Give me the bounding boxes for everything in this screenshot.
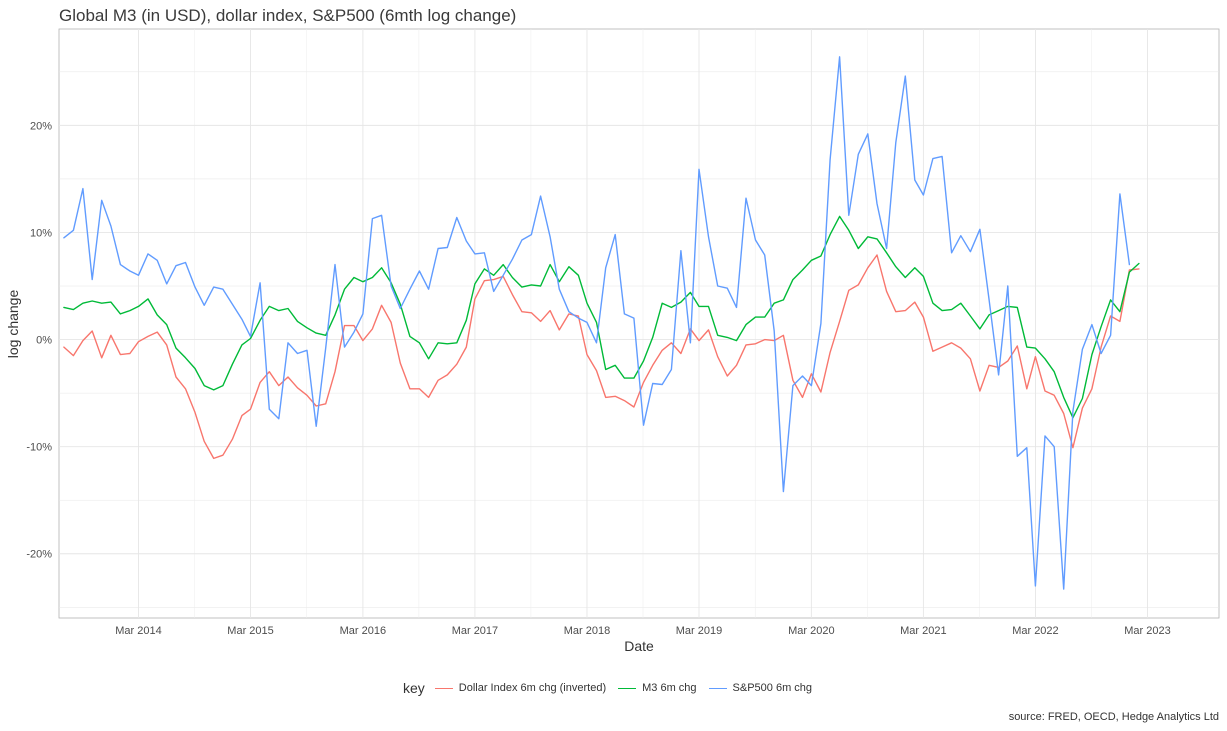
- legend-item-dollar-index: Dollar Index 6m chg (inverted): [434, 682, 607, 694]
- legend: key Dollar Index 6m chg (inverted) M3 6m…: [0, 678, 1227, 698]
- y-axis-label: log change: [5, 290, 21, 359]
- x-tick-label: Mar 2018: [564, 625, 610, 637]
- series-line-m3: [63, 215, 1140, 419]
- chart-title: Global M3 (in USD), dollar index, S&P500…: [59, 6, 517, 25]
- y-axis: -20% -10% 0% 10% 20%: [26, 120, 52, 560]
- series-line-sp500: [63, 56, 1131, 590]
- x-axis: Mar 2014 Mar 2015 Mar 2016 Mar 2017 Mar 2018…: [115, 625, 1170, 637]
- x-tick-label: Mar 2014: [115, 625, 161, 637]
- x-tick-label: Mar 2022: [1012, 625, 1058, 637]
- x-axis-label: Date: [624, 638, 654, 654]
- legend-label-m3: M3 6m chg: [642, 682, 697, 694]
- plot-panel: [58, 28, 1220, 619]
- legend-title: key: [402, 680, 425, 696]
- y-tick-label: 0%: [36, 335, 52, 347]
- y-tick-label: -20%: [26, 549, 52, 561]
- source-note: source: FRED, OECD, Hedge Analytics Ltd: [1008, 711, 1219, 723]
- x-tick-label: Mar 2023: [1124, 625, 1170, 637]
- y-tick-label: 10%: [30, 227, 52, 239]
- x-tick-label: Mar 2016: [340, 625, 386, 637]
- series-layer: [63, 56, 1140, 590]
- series-line-dollar-index: [63, 254, 1140, 460]
- y-tick-label: -10%: [26, 442, 52, 454]
- x-tick-label: Mar 2019: [676, 625, 722, 637]
- legend-label-dollar-index: Dollar Index 6m chg (inverted): [458, 682, 607, 694]
- legend-swatch-sp500: [708, 687, 727, 689]
- x-tick-label: Mar 2020: [788, 625, 834, 637]
- legend-label-sp500: S&P500 6m chg: [732, 682, 813, 694]
- x-tick-label: Mar 2021: [900, 625, 946, 637]
- grid-minor: [59, 29, 1219, 618]
- legend-item-m3: M3 6m chg: [618, 682, 697, 694]
- legend-item-sp500: S&P500 6m chg: [708, 682, 813, 694]
- legend-swatch-dollar-index: [434, 687, 453, 689]
- x-tick-label: Mar 2017: [452, 625, 498, 637]
- y-tick-label: 20%: [30, 120, 52, 132]
- legend-swatch-m3: [618, 687, 637, 689]
- x-tick-label: Mar 2015: [227, 625, 273, 637]
